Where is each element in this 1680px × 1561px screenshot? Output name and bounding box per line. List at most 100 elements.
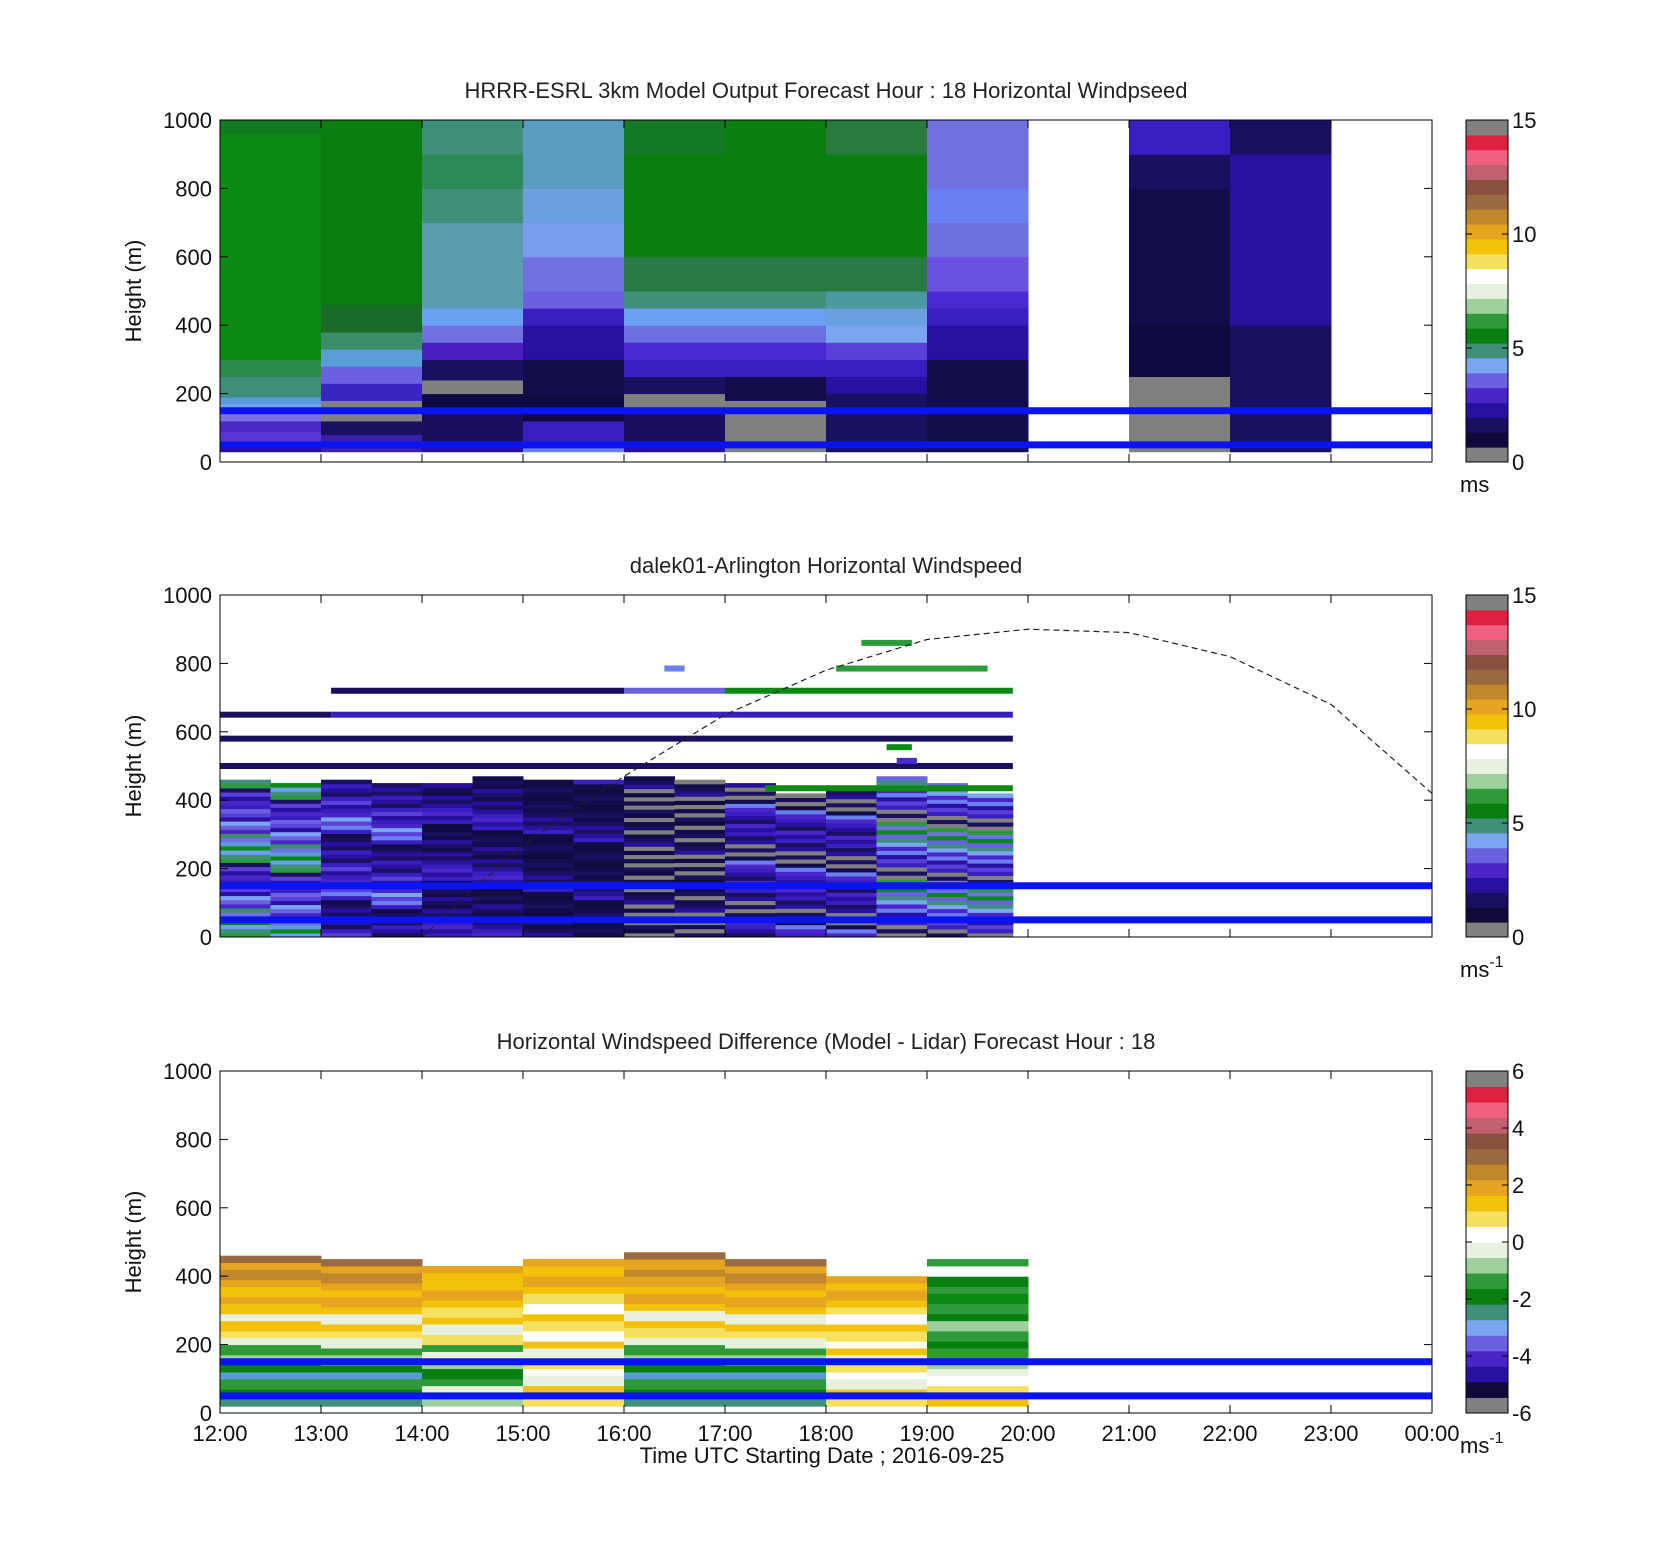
heatmap-cell: [876, 846, 928, 851]
heatmap-cell: [523, 308, 625, 326]
heatmap-cell: [220, 1265, 322, 1270]
heatmap-cell: [321, 1262, 423, 1267]
heatmap-cell: [523, 1289, 625, 1294]
heatmap-cell: [725, 1378, 827, 1383]
heatmap-cell: [674, 837, 726, 843]
heatmap-cell: [523, 1344, 625, 1349]
heatmap-cell: [321, 1368, 423, 1373]
heatmap-cell: [523, 1276, 625, 1281]
heatmap-cell: [220, 808, 271, 814]
heatmap-cell: [826, 814, 877, 820]
heatmap-cell: [927, 904, 968, 910]
heatmap-cell: [967, 908, 1014, 913]
heatmap-cell: [967, 879, 1014, 885]
heatmap-cell: [270, 831, 322, 837]
heatmap-cell: [826, 790, 877, 796]
colorbar-segment: [1466, 922, 1508, 938]
heatmap-cell: [523, 1351, 625, 1356]
heatmap-cell: [1129, 120, 1231, 155]
heatmap-cell: [826, 924, 877, 930]
heatmap-cell: [674, 812, 726, 818]
heatmap-cell: [270, 904, 322, 910]
heatmap-cell: [220, 1354, 322, 1359]
heatmap-cell: [725, 864, 776, 869]
heatmap-cell: [220, 1378, 322, 1383]
heatmap-cell: [573, 899, 625, 905]
heatmap-cell: [270, 783, 322, 788]
heatmap-cell: [674, 908, 726, 913]
heatmap-cell: [725, 807, 776, 812]
heatmap-cell: [624, 1327, 726, 1332]
heatmap-cell: [674, 792, 726, 797]
heatmap-cell: [927, 912, 968, 918]
heatmap-cell: [876, 928, 928, 934]
heatmap-cell: [876, 780, 928, 786]
colorbar-segment: [1466, 1273, 1508, 1290]
heatmap-cell: [220, 887, 271, 892]
heatmap-cell: [826, 1341, 928, 1346]
heatmap-cell: [321, 1389, 423, 1393]
colorbar-tick-label: 0: [1512, 925, 1524, 950]
heatmap-cell: [270, 843, 322, 849]
heatmap-cell: [321, 841, 372, 847]
heatmap-cell: [725, 1262, 827, 1267]
heatmap-cell: [775, 854, 827, 860]
heatmap-cell: [220, 787, 271, 793]
heatmap-cell: [826, 932, 877, 937]
heatmap-cell: [220, 854, 271, 859]
heatmap-cell: [321, 1337, 423, 1342]
heatmap-cell: [371, 823, 423, 829]
heatmap-cell: [220, 899, 271, 905]
heatmap-cell: [624, 1262, 726, 1267]
heatmap-cell: [876, 829, 928, 835]
heatmap-cell: [523, 1385, 625, 1390]
panel-windspeed-difference: 12:00 13:00 14:00 15:00 16:00 17:00 18:00 19:00…: [121, 1029, 1532, 1458]
heatmap-cell: [422, 1344, 524, 1349]
heatmap-cell: [472, 817, 524, 823]
heatmap-cell: [573, 870, 625, 876]
y-tick-label: 400: [175, 313, 212, 338]
heatmap-cell: [573, 792, 625, 797]
heatmap-cell: [220, 833, 271, 839]
heatmap-cell: [321, 845, 372, 851]
heatmap-cell: [321, 1371, 423, 1376]
heatmap-cell: [775, 891, 827, 897]
heatmap-cell: [422, 868, 473, 873]
heatmap-cell: [270, 912, 322, 918]
heatmap-cell: [321, 1300, 423, 1305]
heatmap-cell: [472, 829, 524, 835]
heatmap-cell: [371, 872, 423, 877]
heatmap-cell: [573, 932, 625, 937]
heatmap-cell: [826, 810, 877, 816]
heatmap-cell: [422, 1283, 524, 1287]
heatmap-cell: [826, 863, 877, 869]
heatmap-cell: [674, 804, 726, 810]
heatmap-cell: [220, 821, 271, 826]
heatmap-cell: [624, 904, 675, 909]
heatmap-cell: [321, 792, 372, 797]
heatmap-cell: [321, 1351, 423, 1356]
heatmap-cell: [321, 1310, 423, 1315]
colorbar-segment: [1466, 402, 1508, 418]
heatmap-cell: [573, 821, 625, 826]
heatmap-cell: [321, 366, 423, 384]
heatmap-cell: [422, 1286, 524, 1291]
heatmap-cell: [826, 1389, 928, 1393]
colorbar-tick-label: -6: [1512, 1401, 1532, 1426]
heatmap-cell: [422, 1354, 524, 1359]
heatmap-cell: [573, 808, 625, 814]
heatmap-cell: [422, 831, 473, 837]
heatmap-cell: [775, 859, 827, 864]
heatmap-cell: [472, 776, 524, 781]
heatmap-cell: [826, 1313, 928, 1318]
colorbar-segment: [1466, 595, 1508, 611]
heatmap-cell: [624, 1371, 726, 1376]
colorbar-tick-label: 10: [1512, 697, 1536, 722]
heatmap-cell: [927, 831, 968, 837]
heatmap-cell: [270, 847, 322, 853]
heatmap-cell: [523, 862, 574, 868]
heatmap-cell: [674, 841, 726, 847]
colorbar-tick-label: 0: [1512, 450, 1524, 475]
heatmap-cell: [674, 874, 726, 880]
